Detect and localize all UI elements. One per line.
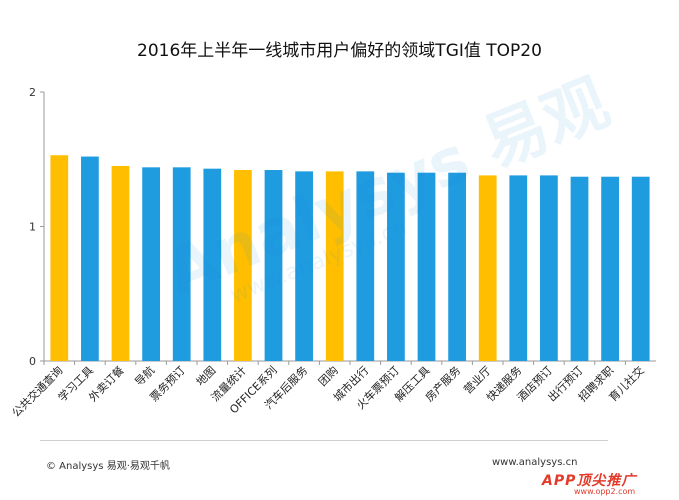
x-tick-label: 地图 xyxy=(194,364,219,389)
x-tick-label: 团购 xyxy=(315,363,340,388)
bar xyxy=(325,171,344,361)
bar xyxy=(111,165,130,361)
bar xyxy=(264,170,283,361)
bar xyxy=(142,167,160,361)
y-tick-label: 2 xyxy=(29,86,36,99)
bar xyxy=(540,175,558,361)
y-axis: 0 1 2 xyxy=(29,86,45,368)
x-tick-labels: 公共交通查询学习工具外卖订餐 导航票务预订 地图流量统计OFFICE系列汽车后服务团… xyxy=(9,363,647,420)
y-tick-label: 0 xyxy=(29,355,36,368)
corner-logo-sub: www.opp2.com xyxy=(574,487,636,496)
x-axis xyxy=(43,360,656,365)
bar xyxy=(356,171,375,361)
bar xyxy=(172,167,191,361)
bar xyxy=(601,176,619,361)
bar xyxy=(234,170,252,361)
copyright-text: © Analysys 易观·易观千帆 xyxy=(46,461,170,472)
bar xyxy=(417,172,436,361)
bar xyxy=(478,175,497,361)
bar xyxy=(448,172,466,361)
website-text: www.analysys.cn xyxy=(492,457,578,468)
bar xyxy=(631,176,650,361)
bar xyxy=(509,175,528,361)
x-tick-label: 公共交通查询 xyxy=(9,363,66,420)
bars xyxy=(50,155,650,361)
corner-logo-main: APP顶尖推广 xyxy=(542,473,637,489)
x-tick-label: 导航 xyxy=(132,363,157,388)
chart-title: 2016年上半年一线城市用户偏好的领域TGI值 TOP20 xyxy=(137,41,542,61)
corner-logo: APP顶尖推广 www.opp2.com xyxy=(536,470,676,498)
y-tick-label: 1 xyxy=(29,221,36,234)
bar xyxy=(295,171,313,361)
bar xyxy=(203,168,222,361)
bar xyxy=(81,156,99,361)
bar xyxy=(50,155,69,361)
footer-divider xyxy=(40,440,608,441)
bar xyxy=(387,172,405,361)
bar xyxy=(570,176,589,361)
